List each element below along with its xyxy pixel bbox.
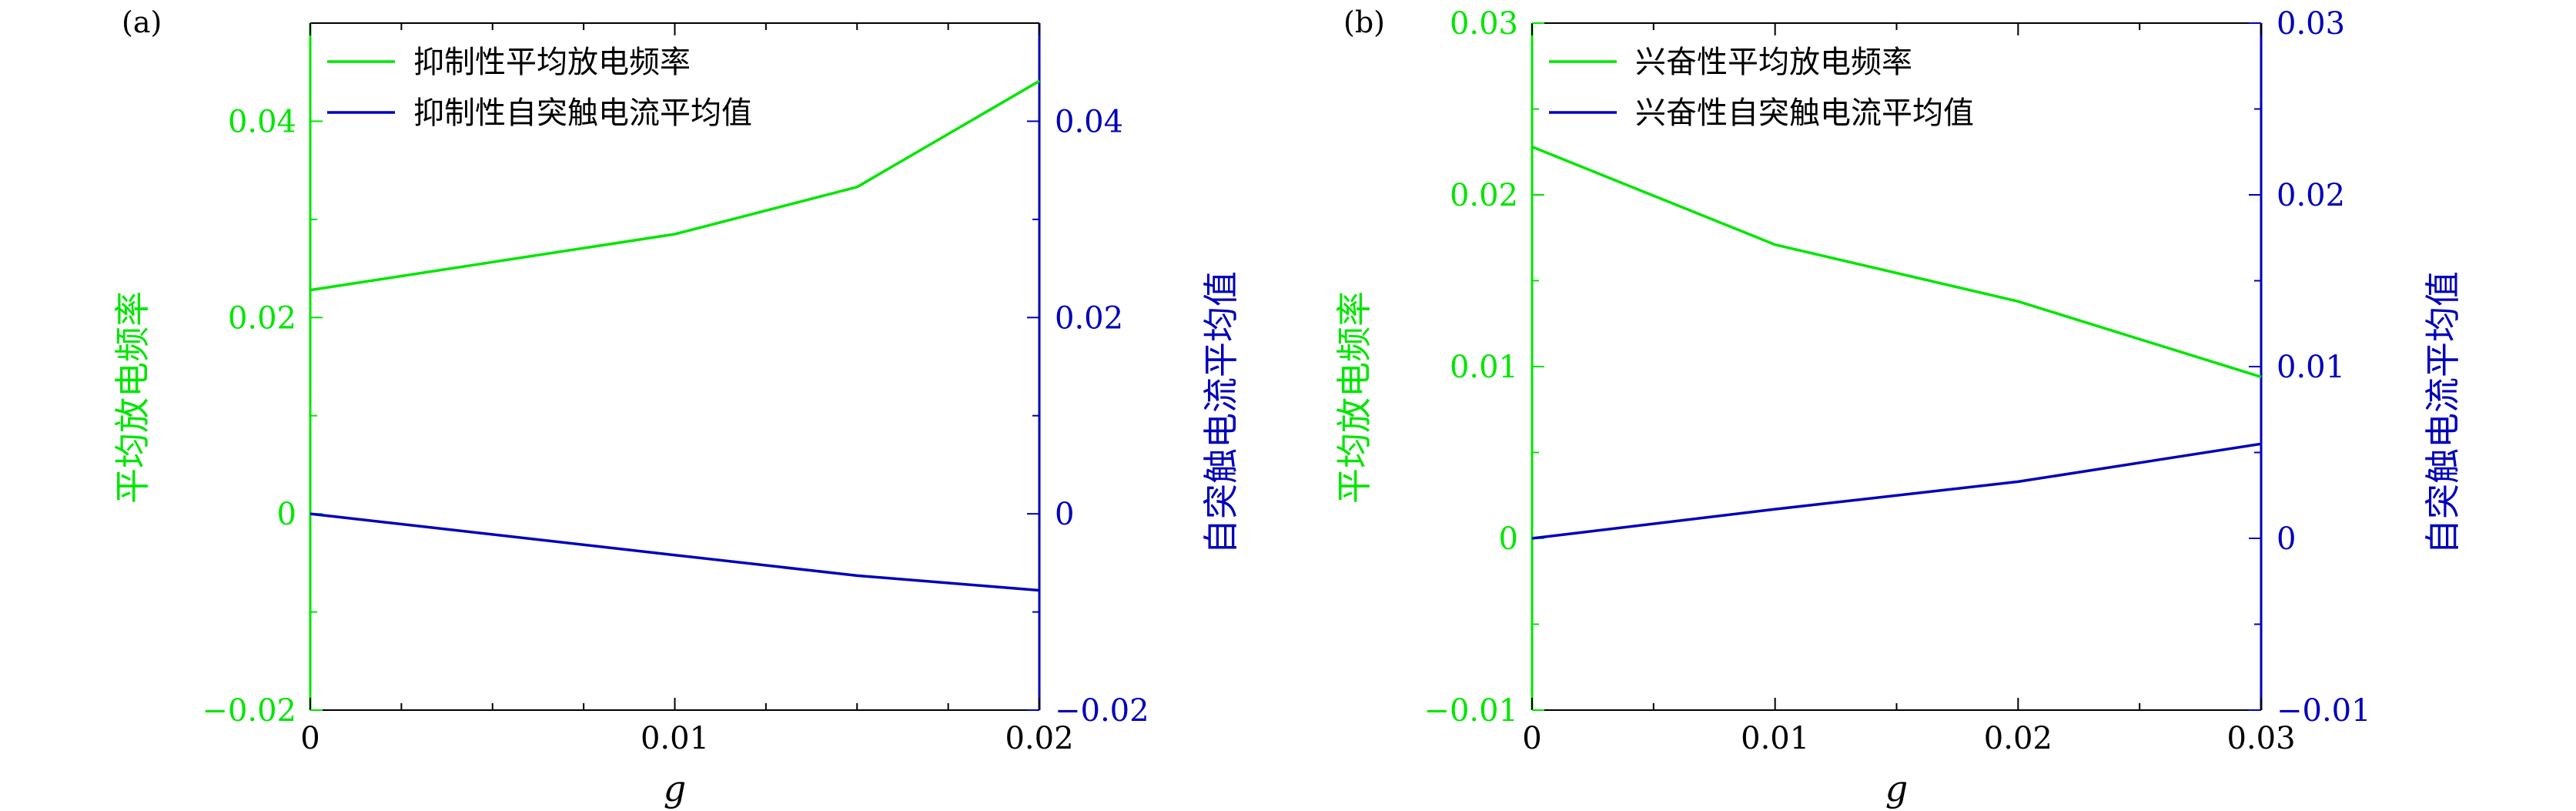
- legend-entry: 兴奋性平均放电频率: [1635, 45, 1912, 80]
- right-y-tick-label: 0: [2277, 521, 2296, 557]
- series-line-synaptic-current: [309, 512, 1040, 592]
- right-y-axis-label: 自突触电流平均值: [2422, 271, 2464, 555]
- left-y-tick-label: 0: [277, 497, 296, 532]
- x-tick-label: 0.03: [2226, 721, 2295, 756]
- left-y-tick-label: −0.01: [1423, 693, 1518, 729]
- legend-entry: 抑制性平均放电频率: [413, 45, 691, 80]
- left-y-axis-label: 平均放电频率: [112, 291, 153, 504]
- right-y-tick-label: 0.02: [2277, 178, 2345, 213]
- right-y-tick-label: 0.01: [2277, 350, 2345, 385]
- right-y-tick-label: 0.02: [1055, 300, 1123, 336]
- legend-entry: 抑制性自突触电流平均值: [413, 96, 752, 131]
- x-tick-label: 0.01: [641, 721, 709, 756]
- series-line-firing-rate: [309, 79, 1040, 292]
- chart-panel-a: (a)0 0.01 0.02−0.0200.020.04−0.0200.020.04…: [112, 5, 1242, 809]
- x-axis-label: g: [1885, 768, 1908, 809]
- left-y-tick-label: 0.02: [1450, 178, 1518, 213]
- right-y-tick-label: −0.01: [2277, 693, 2371, 729]
- right-y-axis-label: 自突触电流平均值: [1200, 271, 1242, 555]
- right-y-tick-label: 0.03: [2277, 6, 2345, 42]
- series-line-synaptic-current: [1531, 442, 2262, 540]
- panel-label: (a): [122, 5, 162, 39]
- panel-label: (b): [1343, 5, 1385, 39]
- left-y-tick-label: 0.01: [1450, 350, 1518, 385]
- x-tick-label: 0: [300, 721, 319, 756]
- left-y-tick-label: 0.04: [228, 104, 296, 139]
- series-line-firing-rate: [1531, 145, 2262, 379]
- right-y-tick-label: 0.04: [1055, 104, 1123, 139]
- x-tick-label: 0: [1522, 721, 1541, 756]
- legend-entry: 兴奋性自突触电流平均值: [1635, 96, 1974, 131]
- left-y-tick-label: 0: [1499, 521, 1518, 557]
- chart-panel-b: (b)0 0.01 0.02 0.03−0.0100.010.020.03−0.010…: [1333, 5, 2464, 809]
- right-y-tick-label: 0: [1055, 497, 1074, 532]
- left-y-tick-label: −0.02: [202, 693, 296, 729]
- left-y-axis-label: 平均放电频率: [1333, 291, 1375, 504]
- x-axis-label: g: [664, 768, 686, 809]
- x-tick-label: 0.01: [1741, 721, 1809, 756]
- right-y-tick-label: −0.02: [1055, 693, 1149, 729]
- x-tick-label: 0.02: [1984, 721, 2052, 756]
- left-y-tick-label: 0.02: [228, 300, 296, 336]
- x-tick-label: 0.02: [1005, 721, 1073, 756]
- left-y-tick-label: 0.03: [1450, 6, 1518, 42]
